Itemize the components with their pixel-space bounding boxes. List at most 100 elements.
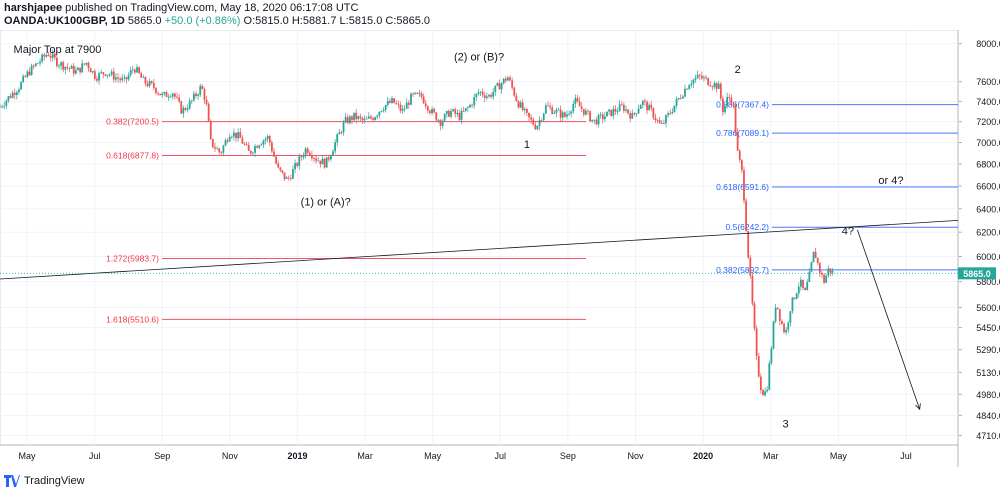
candle-body — [464, 107, 467, 111]
candle-body — [346, 117, 349, 124]
candle-body — [589, 111, 592, 122]
candle-body — [595, 119, 598, 125]
candle-body — [528, 112, 530, 118]
candle-body — [795, 293, 798, 299]
candle-body — [726, 96, 729, 107]
candle-body — [294, 163, 296, 170]
fib-level-label: 0.618(6877.8) — [106, 151, 159, 161]
candle-body — [799, 279, 802, 287]
y-tick-label: 4710.0 — [976, 431, 1000, 441]
candle-body — [679, 98, 682, 99]
candle-body — [201, 85, 204, 90]
candle-body — [772, 321, 775, 349]
candle-body — [161, 93, 164, 96]
candle-body — [285, 177, 288, 180]
candle-body — [601, 114, 604, 120]
candle-body — [102, 72, 105, 75]
candle-body — [460, 110, 463, 120]
candle-body — [665, 115, 667, 124]
fib-level-label: 1.272(5983.7) — [106, 254, 159, 264]
price-chart[interactable]: 0.382(7200.5) 0.618(6877.8) 1.272(5983.7) 1… — [0, 30, 1000, 468]
candle-body — [384, 105, 387, 110]
annotation-label: 1 — [524, 139, 530, 151]
candle-body — [559, 109, 562, 118]
candle-body — [241, 137, 244, 144]
candle-body — [146, 83, 149, 86]
candle-body — [199, 85, 202, 95]
candle-body — [136, 67, 138, 73]
candle-body — [806, 281, 809, 291]
candle-body — [167, 96, 170, 98]
candle-body — [329, 155, 332, 160]
candle-body — [123, 77, 126, 79]
candle-body — [566, 114, 568, 117]
candle-body — [155, 87, 157, 93]
symbol-name: OANDA:UK100GBP, 1D — [4, 15, 125, 27]
candle-body — [774, 307, 777, 322]
y-tick-label: 5130.0 — [976, 368, 1000, 378]
candle-body — [616, 111, 619, 113]
candle-body — [7, 96, 10, 101]
candle-body — [530, 117, 533, 120]
candle-body — [275, 156, 277, 164]
candle-body — [753, 303, 756, 329]
chart-header: harshjapee published on TradingView.com,… — [4, 2, 430, 30]
candle-body — [732, 104, 735, 105]
price-axis[interactable]: 8000.0 7600.0 7400.0 7200.0 7000.0 6800.0 6600… — [958, 39, 1000, 441]
time-axis[interactable]: May Jul Sep Nov 2019 Mar May Jul Sep Nov 2020 Mar Ma… — [18, 451, 911, 461]
candle-body — [359, 116, 362, 118]
x-tick-label: Nov — [222, 451, 239, 461]
candle-body — [197, 94, 200, 96]
candle-body — [108, 74, 111, 76]
candle-body — [422, 96, 425, 104]
candle-body — [614, 108, 617, 112]
candle-body — [675, 99, 678, 106]
candle-body — [696, 74, 699, 78]
candle-body — [45, 54, 48, 57]
candle-body — [89, 68, 92, 73]
candle-body — [51, 53, 54, 58]
author-name[interactable]: harshjapee — [4, 2, 63, 14]
candle-body — [593, 119, 596, 121]
candle-body — [104, 74, 107, 76]
candle-body — [216, 148, 218, 150]
x-tick-label: Nov — [628, 451, 645, 461]
candle-body — [182, 108, 185, 114]
last-price-badge — [958, 267, 996, 280]
candle-body — [745, 200, 747, 232]
candle-body — [163, 92, 166, 94]
x-tick-label: Jul — [495, 451, 507, 461]
footer: TradingView — [4, 472, 85, 490]
candle-body — [355, 112, 358, 120]
candle-body — [87, 62, 90, 69]
candle-body — [424, 103, 427, 107]
candle-body — [608, 109, 610, 112]
candle-body — [603, 116, 606, 120]
candle-body — [203, 89, 206, 100]
y-tick-label: 6800.0 — [976, 159, 1000, 169]
candle-body — [34, 63, 37, 67]
candle-body — [646, 101, 648, 111]
candle-body — [511, 80, 514, 88]
candle-body — [287, 177, 290, 179]
candle-body — [96, 78, 98, 81]
y-tick-label: 5600.0 — [976, 303, 1000, 313]
candle-body — [555, 109, 558, 113]
candle-body — [740, 159, 743, 171]
candle-body — [127, 75, 130, 80]
candle-body — [441, 120, 444, 126]
candle-body — [532, 119, 535, 125]
candle-body — [91, 71, 94, 73]
candle-body — [521, 102, 524, 111]
candle-body — [576, 98, 579, 102]
candle-body — [228, 136, 231, 142]
candle-body — [315, 158, 318, 161]
y-tick-label: 5290.0 — [976, 345, 1000, 355]
candle-body — [561, 112, 564, 118]
annotation-label: or 4? — [878, 175, 903, 187]
candle-body — [171, 93, 174, 97]
candle-body — [540, 120, 543, 121]
candle-body — [382, 109, 385, 112]
candle-body — [574, 98, 577, 104]
candle-body — [416, 92, 419, 94]
